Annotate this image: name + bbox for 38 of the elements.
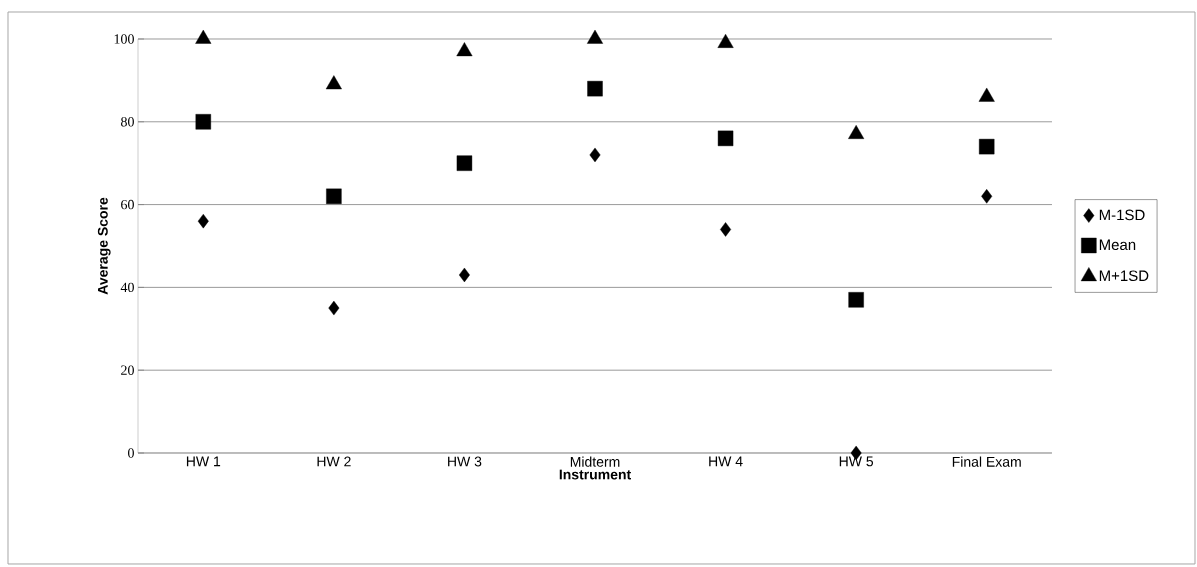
point <box>456 42 473 57</box>
point <box>587 29 603 44</box>
point <box>197 213 209 229</box>
x-tick-label: HW 4 <box>709 456 743 467</box>
point <box>717 130 734 147</box>
legend-label: Mean <box>1099 239 1136 251</box>
y-tick-label: 80 <box>121 117 134 127</box>
legend-label: M+1SD <box>1099 270 1149 282</box>
y-axis-title: Average Score <box>97 197 111 295</box>
point <box>456 155 473 171</box>
point <box>195 29 212 44</box>
point <box>325 75 342 90</box>
x-axis-title: Instrument <box>559 469 631 480</box>
point <box>981 189 993 204</box>
point <box>978 87 995 102</box>
point <box>848 292 864 308</box>
y-tick-label: 20 <box>121 365 134 375</box>
point <box>458 267 470 283</box>
x-tick-label: Midterm <box>570 456 620 467</box>
x-tick-label: HW 5 <box>839 456 874 467</box>
point <box>328 300 340 316</box>
point <box>195 114 211 130</box>
x-tick-label: Final Exam <box>952 456 1021 467</box>
y-tick-label: 40 <box>120 282 134 293</box>
point <box>717 33 734 48</box>
x-tick-label: HW 3 <box>448 456 482 467</box>
point <box>979 138 995 155</box>
x-tick-label: HW 2 <box>317 456 351 467</box>
point <box>587 80 603 97</box>
y-tick-label: 100 <box>114 34 134 44</box>
point <box>589 147 601 163</box>
point <box>326 188 342 205</box>
y-tick-label: 60 <box>121 199 134 210</box>
point <box>720 222 732 237</box>
point <box>848 125 865 139</box>
y-tick-label: 0 <box>128 448 134 458</box>
x-tick-label: HW 1 <box>186 456 221 467</box>
legend-label: M-1SD <box>1099 209 1145 221</box>
